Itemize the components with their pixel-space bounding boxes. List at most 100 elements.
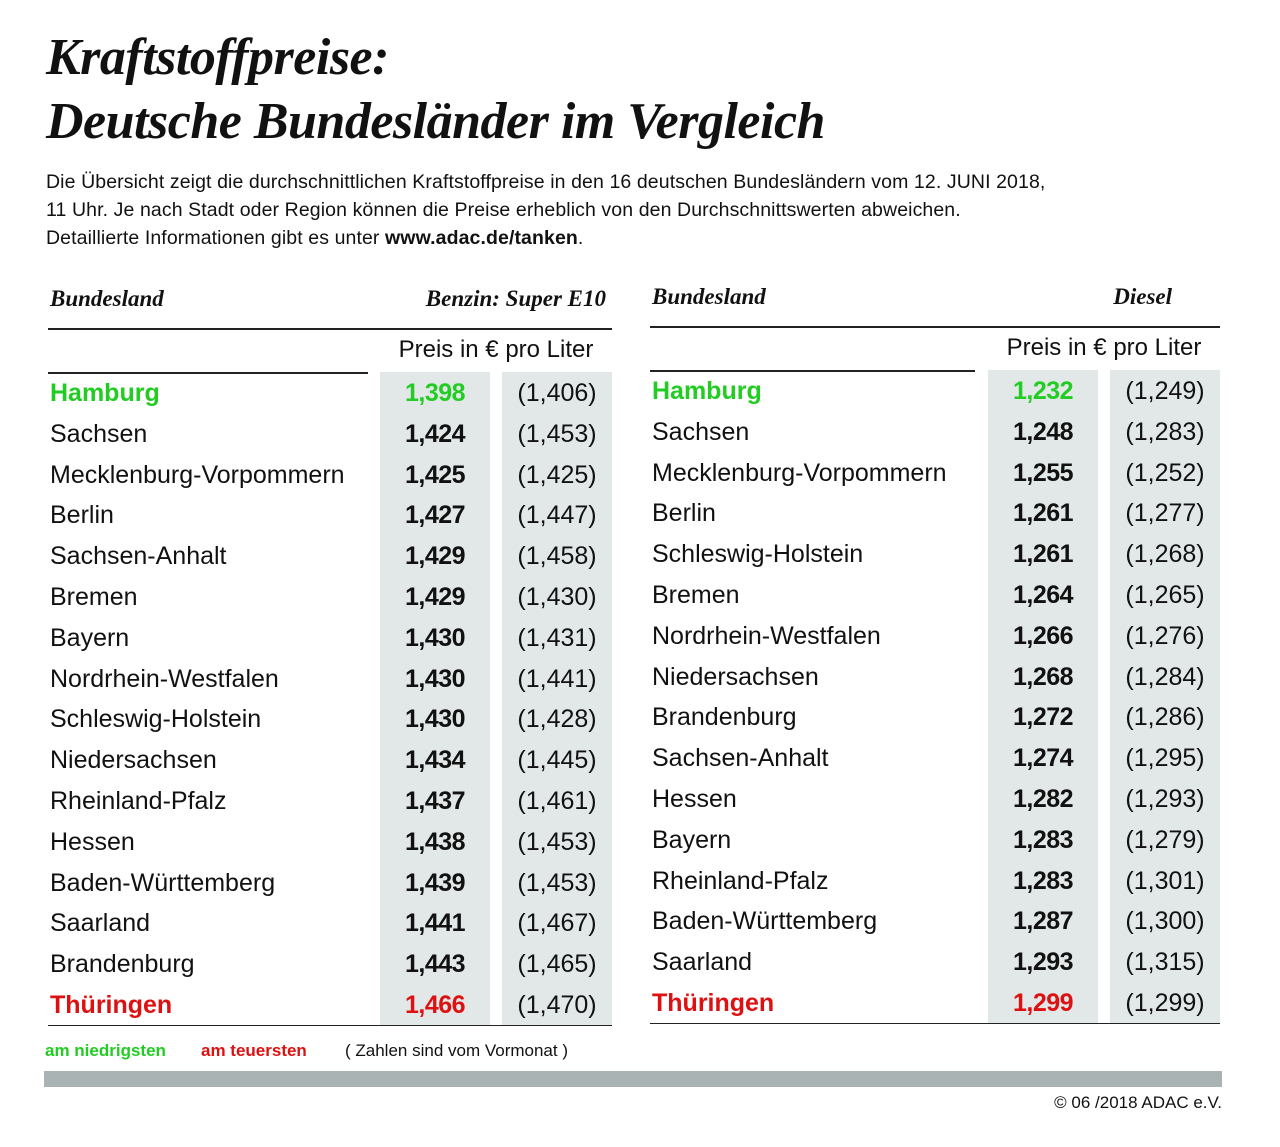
legend-note: ( Zahlen sind vom Vormonat ): [345, 1041, 568, 1060]
state-name: Schleswig-Holstein: [652, 540, 864, 569]
unit-label: Preis in € pro Liter: [398, 336, 594, 363]
table-row: Sachsen 1,424 (1,453): [50, 414, 612, 455]
table-row: Berlin 1,427 (1,447): [50, 495, 612, 536]
column-header-bundesland: Bundesland: [50, 286, 164, 311]
table-row: Nordrhein-Westfalen 1,430 (1,441): [50, 659, 612, 700]
price: 1,261: [1012, 540, 1074, 569]
state-name: Nordrhein-Westfalen: [652, 621, 881, 650]
table-bottom-line: [650, 1022, 1220, 1025]
title-line-2: Deutsche Bundesländer im Vergleich: [46, 93, 825, 150]
previous-price: (1,425): [517, 460, 597, 489]
previous-price: (1,293): [1125, 785, 1205, 813]
state-name: Hamburg: [50, 379, 160, 407]
previous-price: (1,406): [517, 379, 597, 407]
previous-price: (1,447): [517, 501, 597, 530]
intro-text: Die Übersicht zeigt die durchschnittlich…: [46, 168, 1226, 252]
price: 1,261: [1012, 499, 1074, 528]
state-name: Sachsen: [50, 419, 148, 448]
price-column-shade: [380, 372, 490, 1025]
price: 1,283: [1012, 866, 1074, 895]
previous-price: (1,252): [1125, 458, 1205, 487]
footer-bar: [44, 1071, 1222, 1087]
previous-price: (1,428): [517, 705, 597, 734]
price: 1,427: [404, 501, 466, 530]
previous-price: (1,431): [517, 623, 597, 652]
table-row: Thüringen 1,299 (1,299): [652, 983, 1220, 1024]
previous-price: (1,279): [1125, 825, 1205, 854]
table-row: Saarland 1,441 (1,467): [50, 903, 612, 944]
price: 1,264: [1012, 581, 1074, 609]
state-name: Thüringen: [652, 989, 775, 1017]
column-header-fuel: Benzin: Super E10: [425, 286, 606, 311]
legend-highest: am teuersten: [201, 1041, 307, 1060]
previous-column-shade: [502, 372, 612, 1025]
unit-divider: [48, 372, 368, 374]
price: 1,425: [404, 460, 466, 489]
previous-price: (1,295): [1125, 744, 1205, 773]
price: 1,424: [404, 419, 466, 448]
price: 1,274: [1012, 744, 1074, 773]
previous-price: (1,249): [1125, 377, 1205, 405]
price: 1,466: [404, 991, 466, 1019]
table-row: Berlin 1,261 (1,277): [652, 493, 1220, 534]
previous-price: (1,453): [517, 827, 597, 856]
table-row: Hamburg 1,232 (1,249): [652, 371, 1220, 412]
benzin-table: Bundesland Benzin: Super E10 Preis in € pr…: [48, 286, 614, 1046]
state-name: Mecklenburg-Vorpommern: [50, 460, 345, 489]
price: 1,430: [404, 623, 466, 652]
table-row: Saarland 1,293 (1,315): [652, 942, 1220, 983]
price: 1,439: [404, 868, 466, 897]
state-name: Brandenburg: [50, 950, 195, 979]
intro-line-3: Detaillierte Informationen gibt es unter…: [46, 224, 1226, 252]
previous-price: (1,283): [1125, 417, 1205, 446]
price: 1,441: [404, 909, 466, 938]
title-line-1: Kraftstoffpreise:: [46, 29, 389, 86]
state-name: Berlin: [50, 501, 114, 530]
previous-price: (1,284): [1125, 662, 1205, 691]
previous-price: (1,458): [517, 542, 597, 571]
previous-price: (1,453): [517, 868, 597, 897]
state-name: Schleswig-Holstein: [50, 705, 262, 734]
intro-line-3-prefix: Detaillierte Informationen gibt es unter: [46, 227, 386, 249]
previous-price: (1,300): [1125, 907, 1205, 936]
previous-price: (1,453): [517, 419, 597, 448]
previous-price: (1,277): [1125, 499, 1205, 528]
table-row: Brandenburg 1,272 (1,286): [652, 697, 1220, 738]
table-row: Niedersachsen 1,268 (1,284): [652, 657, 1220, 698]
intro-line-2: 11 Uhr. Je nach Stadt oder Region können…: [46, 199, 961, 221]
price: 1,429: [404, 542, 466, 571]
price: 1,430: [404, 664, 466, 693]
table-row: Hamburg 1,398 (1,406): [50, 373, 612, 414]
price: 1,398: [404, 379, 466, 407]
price: 1,248: [1012, 417, 1074, 446]
table-row: Sachsen-Anhalt 1,429 (1,458): [50, 536, 612, 577]
column-header-bundesland: Bundesland: [652, 284, 766, 309]
table-row: Mecklenburg-Vorpommern 1,425 (1,425): [50, 455, 612, 496]
state-name: Bayern: [652, 825, 732, 854]
price: 1,299: [1012, 989, 1074, 1017]
state-name: Saarland: [50, 909, 151, 938]
state-name: Bayern: [50, 623, 130, 652]
previous-price: (1,299): [1125, 989, 1205, 1017]
previous-price: (1,461): [517, 787, 597, 815]
state-name: Hessen: [652, 785, 737, 813]
legend-lowest: am niedrigsten: [45, 1041, 166, 1060]
table-row: Baden-Württemberg 1,287 (1,300): [652, 901, 1220, 942]
table-row: Schleswig-Holstein 1,261 (1,268): [652, 534, 1220, 575]
unit-divider: [650, 370, 975, 372]
price: 1,272: [1012, 703, 1074, 732]
price: 1,232: [1012, 377, 1074, 405]
previous-price: (1,268): [1125, 540, 1205, 569]
adac-link[interactable]: www.adac.de/tanken: [385, 227, 578, 249]
header-divider: [650, 326, 1220, 328]
state-name: Berlin: [652, 499, 716, 528]
state-name: Mecklenburg-Vorpommern: [652, 458, 947, 487]
state-name: Rheinland-Pfalz: [50, 787, 227, 815]
table-row: Rheinland-Pfalz 1,283 (1,301): [652, 861, 1220, 902]
price: 1,293: [1012, 948, 1074, 977]
table-row: Bayern 1,430 (1,431): [50, 618, 612, 659]
previous-price: (1,470): [517, 991, 597, 1019]
price: 1,438: [404, 827, 466, 856]
table-row: Schleswig-Holstein 1,430 (1,428): [50, 699, 612, 740]
table-row: Bayern 1,283 (1,279): [652, 820, 1220, 861]
